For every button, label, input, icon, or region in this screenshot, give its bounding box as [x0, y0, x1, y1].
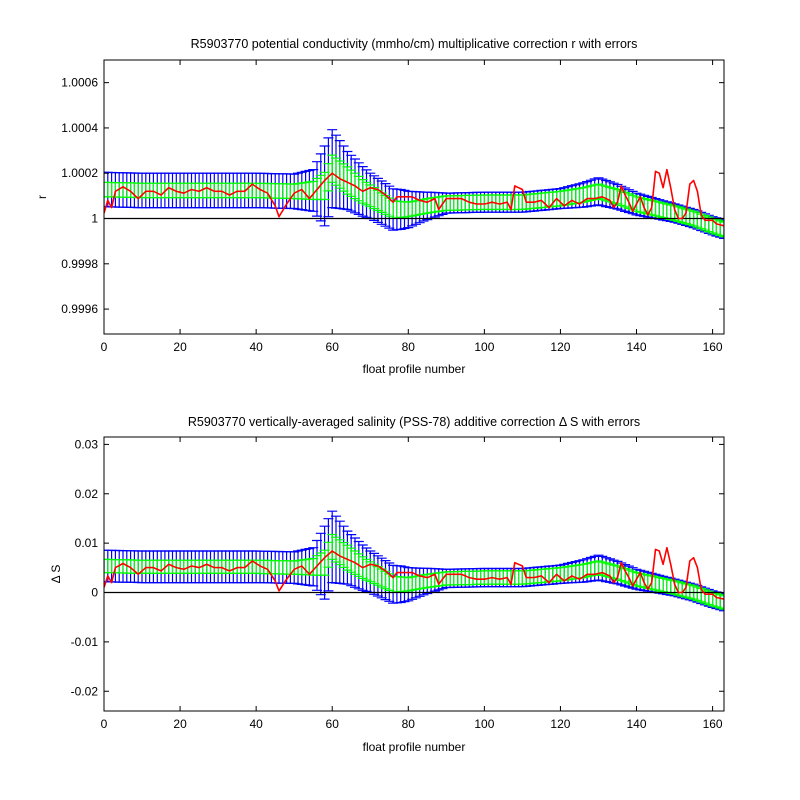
plot-area [104, 129, 724, 239]
x-tick-label: 40 [249, 717, 263, 731]
x-tick-label: 0 [101, 717, 108, 731]
chart-salinity-correction: R5903770 vertically-averaged salinity (P… [49, 415, 725, 754]
series-line-correction [104, 168, 724, 227]
inner-error-bar [719, 595, 724, 610]
y-axis-label: Δ S [49, 565, 63, 584]
chart-title: R5903770 vertically-averaged salinity (P… [188, 415, 640, 429]
x-tick-label: 100 [474, 717, 494, 731]
x-tick-label: 20 [173, 340, 187, 354]
y-tick-label: 0.01 [75, 536, 99, 550]
y-tick-label: 0.9998 [61, 257, 98, 271]
y-tick-label: 1 [91, 212, 98, 226]
x-tick-label: 60 [326, 717, 340, 731]
chart-conductivity-correction: R5903770 potential conductivity (mmho/cm… [35, 37, 725, 376]
axes-frame [103, 59, 725, 335]
x-tick-label: 120 [550, 717, 570, 731]
y-tick-label: 0.9996 [61, 302, 98, 316]
plot-area [104, 510, 724, 612]
x-tick-label: 20 [173, 717, 187, 731]
x-tick-label: 80 [402, 717, 416, 731]
axis-ticks: 0 20 40 60 80 100 120 140 160 0.9996 0.9998 1 1.0002… [61, 60, 724, 354]
y-tick-label: 0 [91, 586, 98, 600]
y-tick-label: 1.0002 [61, 166, 98, 180]
x-tick-label: 0 [101, 340, 108, 354]
x-tick-label: 100 [474, 340, 494, 354]
y-tick-label: -0.01 [71, 635, 99, 649]
x-tick-label: 140 [626, 717, 646, 731]
axes-frame [103, 436, 725, 712]
y-tick-label: 0.03 [75, 437, 99, 451]
x-tick-label: 160 [703, 340, 723, 354]
y-tick-label: 0.02 [75, 487, 99, 501]
y-tick-label: 1.0006 [61, 76, 98, 90]
x-axis-label: float profile number [363, 362, 466, 376]
inner-error-bar [719, 221, 724, 238]
axis-ticks: 0 20 40 60 80 100 120 140 160 -0.02 -0.01 0 0.01 0.02… [71, 437, 724, 731]
y-axis-label: r [35, 195, 49, 199]
y-tick-label: 1.0004 [61, 121, 98, 135]
chart-title: R5903770 potential conductivity (mmho/cm… [191, 37, 638, 51]
x-axis-label: float profile number [363, 740, 466, 754]
x-tick-label: 80 [402, 340, 416, 354]
x-tick-label: 40 [249, 340, 263, 354]
x-tick-label: 140 [626, 340, 646, 354]
y-tick-label: -0.02 [71, 684, 99, 698]
x-tick-label: 120 [550, 340, 570, 354]
x-tick-label: 160 [703, 717, 723, 731]
series-line-correction [104, 546, 724, 600]
inner-error-bars [104, 533, 724, 610]
x-tick-label: 60 [326, 340, 340, 354]
